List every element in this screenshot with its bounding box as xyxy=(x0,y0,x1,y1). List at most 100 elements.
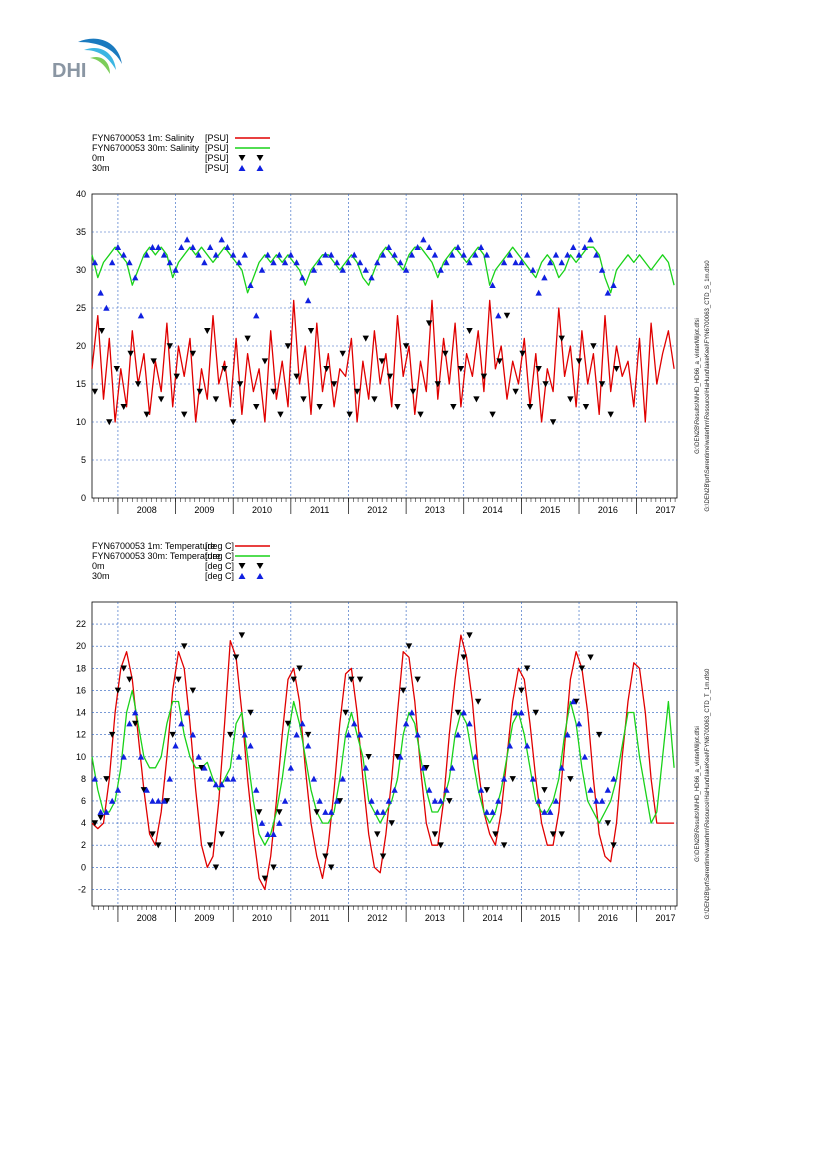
data-point xyxy=(607,411,614,418)
data-point xyxy=(235,753,243,760)
data-point xyxy=(564,251,571,258)
data-point xyxy=(264,251,271,258)
x-tick-label: 2009 xyxy=(194,913,214,923)
data-point xyxy=(371,396,378,403)
data-point xyxy=(212,864,220,871)
data-point xyxy=(270,830,277,837)
data-point xyxy=(120,251,127,258)
logo-wave-3 xyxy=(90,56,110,74)
data-point xyxy=(224,244,231,250)
side-path-text: G:\DEN2B\Results\Nl\HD_HD66_a_vinterMilj… xyxy=(695,260,711,512)
legend-unit: [deg C] xyxy=(205,541,234,551)
data-point xyxy=(495,312,502,319)
data-point xyxy=(236,381,244,388)
data-point xyxy=(253,786,260,793)
data-point xyxy=(449,251,456,258)
data-point xyxy=(296,665,303,672)
data-point xyxy=(108,731,116,738)
data-point xyxy=(91,259,99,266)
data-point xyxy=(558,831,565,838)
data-point xyxy=(443,786,450,793)
legend-label: FYN6700053 1m: Salinity xyxy=(92,133,195,143)
data-point xyxy=(316,797,323,804)
data-point xyxy=(218,781,225,788)
data-point xyxy=(304,731,312,738)
data-point xyxy=(270,388,277,395)
x-tick-label: 2008 xyxy=(137,913,157,923)
data-point xyxy=(149,797,156,804)
data-point xyxy=(552,251,560,258)
data-point xyxy=(532,709,539,716)
data-point xyxy=(518,687,525,694)
data-point xyxy=(414,676,421,683)
data-point xyxy=(483,251,491,258)
data-point xyxy=(166,775,174,782)
data-point xyxy=(368,274,375,281)
data-point xyxy=(339,775,346,782)
data-point xyxy=(155,797,162,804)
data-point xyxy=(477,244,485,250)
data-point xyxy=(333,259,341,266)
x-tick-label: 2013 xyxy=(425,505,445,515)
data-point xyxy=(613,366,620,372)
data-point xyxy=(446,798,453,805)
data-point xyxy=(108,797,116,804)
data-point xyxy=(604,820,612,827)
data-point xyxy=(572,698,580,705)
data-point xyxy=(535,797,542,804)
data-point xyxy=(351,251,358,258)
data-point xyxy=(149,244,156,250)
data-point xyxy=(160,251,168,258)
series-markers xyxy=(91,236,617,319)
x-tick-label: 2014 xyxy=(483,913,503,923)
data-point xyxy=(276,809,283,816)
x-tick-label: 2017 xyxy=(655,913,675,923)
data-point xyxy=(431,251,439,258)
data-point xyxy=(261,875,269,882)
data-point xyxy=(201,764,208,771)
data-point xyxy=(400,687,407,694)
data-point xyxy=(348,676,355,683)
data-point xyxy=(473,396,480,403)
series-markers xyxy=(91,312,620,426)
data-point xyxy=(523,251,531,258)
data-point xyxy=(397,259,404,266)
x-tick-label: 2015 xyxy=(540,505,560,515)
y-tick-label: 20 xyxy=(76,641,86,651)
data-point xyxy=(414,244,421,250)
data-point xyxy=(529,775,537,782)
data-point xyxy=(103,304,110,311)
data-point xyxy=(570,244,577,250)
data-point xyxy=(183,236,191,243)
data-point xyxy=(97,814,104,821)
data-point xyxy=(310,266,318,273)
data-point xyxy=(327,864,335,871)
data-point xyxy=(558,259,565,266)
data-point xyxy=(356,259,364,266)
data-point xyxy=(339,350,346,357)
data-point xyxy=(137,753,145,760)
data-point xyxy=(300,396,307,403)
data-point xyxy=(394,404,401,410)
data-point xyxy=(132,709,139,716)
y-tick-label: 6 xyxy=(81,796,86,806)
x-tick-label: 2015 xyxy=(540,913,560,923)
data-point xyxy=(434,381,442,388)
data-point xyxy=(114,687,122,694)
data-point xyxy=(500,259,508,266)
data-point xyxy=(212,251,220,258)
data-point xyxy=(126,676,133,683)
legend-unit: [PSU] xyxy=(205,133,229,143)
data-point xyxy=(549,419,557,426)
data-point xyxy=(368,797,375,804)
legend-label: 0m xyxy=(92,561,105,571)
data-point xyxy=(449,764,456,771)
data-point xyxy=(402,266,410,273)
data-point xyxy=(379,251,387,258)
data-point xyxy=(512,709,519,716)
data-point xyxy=(212,396,220,403)
data-point xyxy=(284,720,292,727)
data-point xyxy=(333,797,341,804)
data-point xyxy=(564,731,571,738)
data-point xyxy=(379,853,387,860)
